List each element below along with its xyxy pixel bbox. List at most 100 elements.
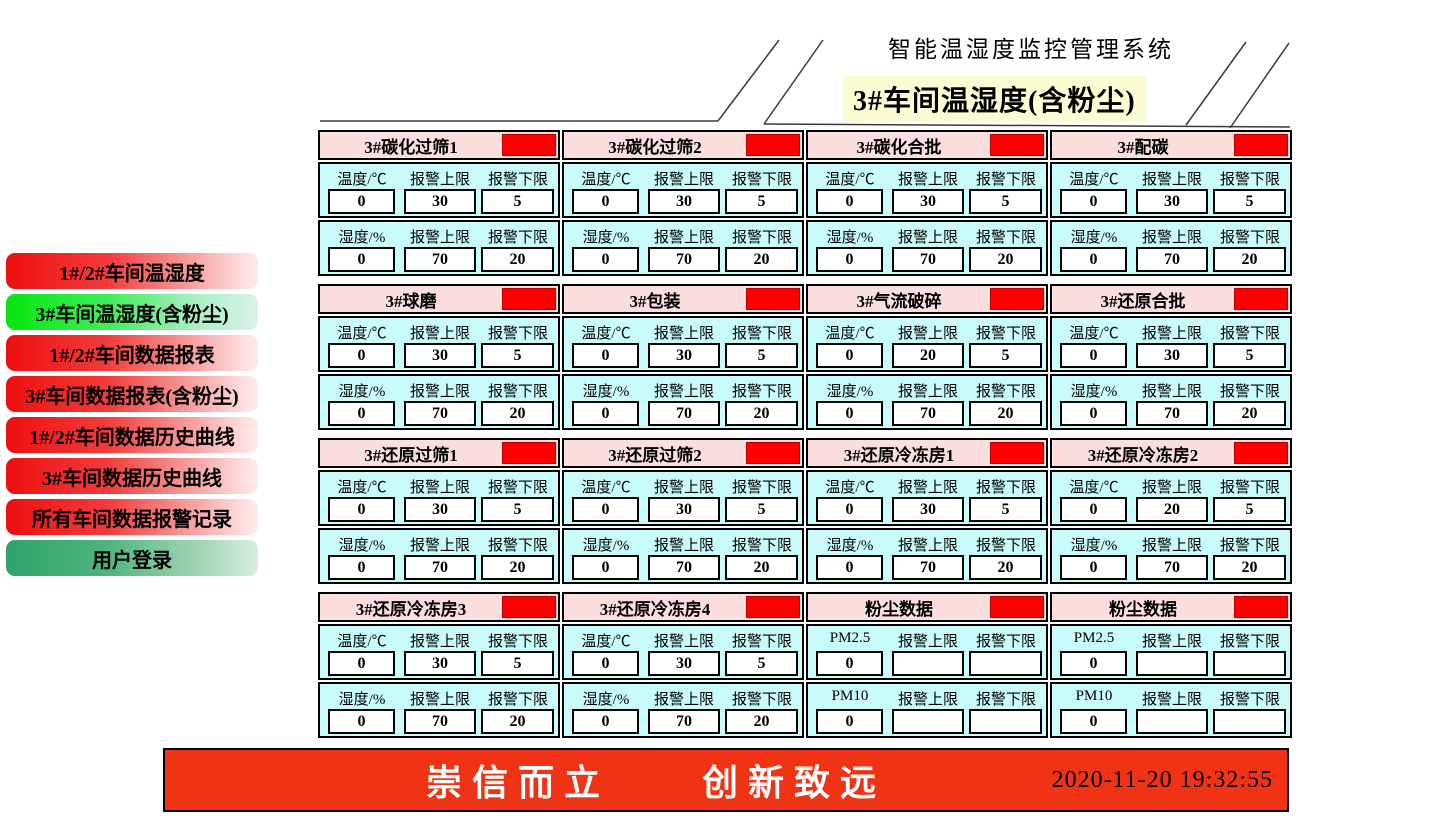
metric-label: 湿度/%	[338, 692, 386, 708]
humidity-section: 湿度/% 报警上限 报警下限 0 70 20	[806, 374, 1048, 430]
alarm-high-value[interactable]: 70	[648, 247, 720, 272]
sidebar-item-5[interactable]: 3#车间数据历史曲线	[6, 458, 258, 494]
alarm-high-value[interactable]	[1136, 651, 1208, 676]
alarm-high-value[interactable]: 30	[892, 189, 964, 214]
alarm-high-value[interactable]	[1136, 709, 1208, 734]
alarm-high-value[interactable]: 30	[404, 651, 476, 676]
alarm-high-value[interactable]: 70	[404, 555, 476, 580]
panel-grid: 3#碳化过筛1 温度/℃ 报警上限 报警下限 0 30 5 湿度/% 报警上限 …	[318, 130, 1292, 740]
alarm-high-value[interactable]: 70	[404, 401, 476, 426]
alarm-high-value[interactable]: 70	[648, 555, 720, 580]
alarm-low-value[interactable]: 5	[1213, 343, 1286, 368]
sidebar-item-label: 用户登录	[92, 549, 172, 572]
alarm-low-value[interactable]: 5	[481, 189, 554, 214]
alarm-high-value[interactable]: 30	[404, 497, 476, 522]
sidebar-item-3[interactable]: 3#车间数据报表(含粉尘)	[6, 376, 258, 412]
alarm-high-value[interactable]: 30	[1136, 343, 1208, 368]
alarm-high-value[interactable]	[892, 651, 964, 676]
alarm-high-value[interactable]: 20	[1136, 497, 1208, 522]
alarm-high-label: 报警上限	[409, 230, 470, 246]
alarm-high-value[interactable]: 70	[1136, 247, 1208, 272]
alarm-high-label: 报警上限	[409, 634, 470, 650]
alarm-low-value[interactable]	[1213, 651, 1286, 676]
alarm-low-value[interactable]: 20	[1213, 401, 1286, 426]
alarm-low-value[interactable]: 20	[1213, 555, 1286, 580]
alarm-low-value[interactable]: 5	[481, 343, 554, 368]
alarm-low-value[interactable]: 20	[725, 247, 798, 272]
alarm-low-value[interactable]: 5	[481, 651, 554, 676]
sidebar-item-4[interactable]: 1#/2#车间数据历史曲线	[6, 417, 258, 453]
alarm-high-value[interactable]: 70	[892, 401, 964, 426]
current-value: 0	[328, 497, 395, 522]
alarm-low-value[interactable]: 5	[725, 497, 798, 522]
alarm-low-value[interactable]: 20	[725, 401, 798, 426]
alarm-high-value[interactable]: 30	[648, 651, 720, 676]
alarm-low-value[interactable]	[1213, 709, 1286, 734]
metric-label: 温度/℃	[825, 326, 875, 342]
alarm-high-value[interactable]: 30	[648, 189, 720, 214]
alarm-low-value[interactable]: 20	[481, 709, 554, 734]
alarm-low-value[interactable]: 20	[481, 555, 554, 580]
metric-label: 湿度/%	[338, 384, 386, 400]
alarm-high-value[interactable]: 20	[892, 343, 964, 368]
alarm-low-value[interactable]: 20	[481, 247, 554, 272]
sidebar-item-label: 3#车间温湿度(含粉尘)	[35, 303, 229, 326]
alarm-low-value[interactable]: 5	[969, 497, 1042, 522]
sidebar-item-2[interactable]: 1#/2#车间数据报表	[6, 335, 258, 371]
alarm-low-value[interactable]: 5	[725, 343, 798, 368]
alarm-high-value[interactable]: 70	[648, 401, 720, 426]
metric-label: 湿度/%	[582, 692, 630, 708]
alarm-high-value[interactable]: 30	[648, 343, 720, 368]
current-value: 0	[816, 401, 883, 426]
alarm-low-value[interactable]: 5	[725, 651, 798, 676]
alarm-low-value[interactable]: 20	[969, 401, 1042, 426]
panel-title: 3#气流破碎	[856, 291, 942, 311]
panel-title: 3#还原合批	[1100, 291, 1186, 311]
sidebar-item-0[interactable]: 1#/2#车间温湿度	[6, 253, 258, 289]
alarm-low-value[interactable]: 20	[481, 401, 554, 426]
alarm-low-value[interactable]: 5	[969, 189, 1042, 214]
alarm-high-label: 报警上限	[897, 538, 958, 554]
alarm-high-value[interactable]: 30	[1136, 189, 1208, 214]
alarm-high-value[interactable]: 70	[404, 247, 476, 272]
alarm-high-value[interactable]: 30	[404, 343, 476, 368]
alarm-high-value[interactable]: 70	[648, 709, 720, 734]
alarm-low-value[interactable]: 5	[1213, 189, 1286, 214]
alarm-high-value[interactable]: 30	[648, 497, 720, 522]
alarm-low-value[interactable]: 20	[969, 247, 1042, 272]
alarm-low-value[interactable]: 20	[725, 555, 798, 580]
alarm-low-value[interactable]: 20	[969, 555, 1042, 580]
sidebar-item-1-active[interactable]: 3#车间温湿度(含粉尘)	[6, 294, 258, 330]
alarm-low-value[interactable]	[969, 651, 1042, 676]
alarm-low-value[interactable]: 20	[725, 709, 798, 734]
alarm-low-value[interactable]	[969, 709, 1042, 734]
temperature-section: 温度/℃ 报警上限 报警下限 0 20 5	[1050, 470, 1292, 526]
alarm-high-value[interactable]	[892, 709, 964, 734]
alarm-low-value[interactable]: 5	[969, 343, 1042, 368]
metric-label: PM2.5	[1073, 630, 1115, 646]
metric-label: 温度/℃	[581, 326, 631, 342]
clock-timestamp: 2020-11-20 19:32:55	[1051, 766, 1273, 793]
alarm-low-value[interactable]: 5	[725, 189, 798, 214]
alarm-low-label: 报警下限	[1219, 480, 1280, 496]
humidity-section: 湿度/% 报警上限 报警下限 0 70 20	[562, 374, 804, 430]
alarm-high-value[interactable]: 70	[404, 709, 476, 734]
panel-header: 3#球磨	[318, 284, 560, 314]
alarm-high-value[interactable]: 70	[892, 247, 964, 272]
alarm-high-value[interactable]: 70	[1136, 555, 1208, 580]
alarm-high-label: 报警上限	[897, 384, 958, 400]
alarm-low-value[interactable]: 5	[481, 497, 554, 522]
current-value: 0	[328, 651, 395, 676]
alarm-high-value[interactable]: 30	[892, 497, 964, 522]
temperature-section: 温度/℃ 报警上限 报警下限 0 30 5	[318, 470, 560, 526]
alarm-high-label: 报警上限	[653, 538, 714, 554]
alarm-low-value[interactable]: 20	[1213, 247, 1286, 272]
sidebar-item-7[interactable]: 用户登录	[6, 540, 258, 576]
alarm-low-value[interactable]: 5	[1213, 497, 1286, 522]
sidebar-item-6[interactable]: 所有车间数据报警记录	[6, 499, 258, 535]
alarm-low-label: 报警下限	[487, 634, 548, 650]
alarm-low-label: 报警下限	[487, 538, 548, 554]
alarm-high-value[interactable]: 70	[1136, 401, 1208, 426]
alarm-high-value[interactable]: 70	[892, 555, 964, 580]
alarm-high-value[interactable]: 30	[404, 189, 476, 214]
